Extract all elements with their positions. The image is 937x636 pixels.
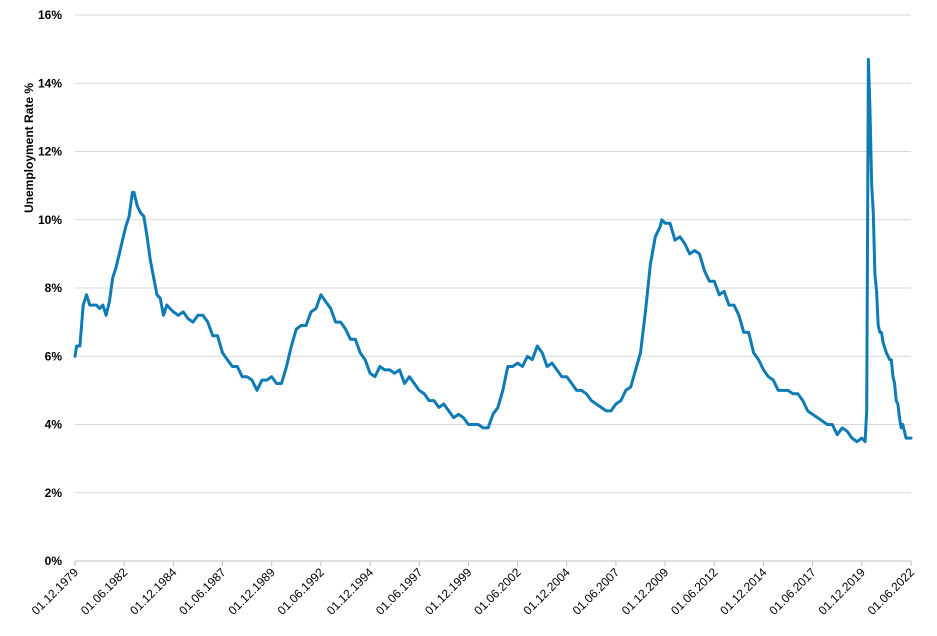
x-tick-label: 01.06.1997 bbox=[373, 565, 426, 618]
x-tick-label: 01.12.1999 bbox=[422, 565, 475, 618]
x-tick-label: 01.06.1987 bbox=[176, 565, 229, 618]
x-tick-label: 01.06.2022 bbox=[865, 565, 918, 618]
y-tick-label: 16% bbox=[38, 8, 62, 22]
y-tick-label: 14% bbox=[38, 76, 62, 90]
x-tick-label: 01.12.1979 bbox=[29, 565, 82, 618]
x-tick-label: 01.06.1982 bbox=[78, 565, 131, 618]
y-tick-label: 4% bbox=[45, 418, 63, 432]
y-tick-label: 12% bbox=[38, 145, 62, 159]
gridlines bbox=[75, 14, 911, 494]
y-tick-label: 10% bbox=[38, 213, 62, 227]
x-tick-label: 01.12.1984 bbox=[127, 565, 180, 618]
unemployment-rate-line bbox=[73, 57, 913, 444]
x-tick-label: 01.06.2017 bbox=[766, 565, 819, 618]
y-tick-label: 8% bbox=[45, 281, 63, 295]
y-tick-label: 0% bbox=[45, 554, 63, 568]
x-tick-label: 01.12.2004 bbox=[521, 565, 574, 618]
x-tick-label: 01.12.1989 bbox=[225, 565, 278, 618]
x-tick-label: 01.06.1992 bbox=[275, 565, 328, 618]
x-tick-label: 01.12.1994 bbox=[324, 565, 377, 618]
x-tick-label: 01.12.2014 bbox=[717, 565, 770, 618]
x-tick-label: 01.06.2002 bbox=[471, 565, 524, 618]
y-axis-label: Unemployment Rate % bbox=[22, 83, 36, 213]
x-tick-label: 01.12.2009 bbox=[619, 565, 672, 618]
y-axis-ticks: 0% 2% 4% 6% 8% 10% 12% 14% 16% bbox=[38, 8, 62, 568]
y-tick-label: 2% bbox=[45, 486, 63, 500]
x-tick-label: 01.06.2007 bbox=[570, 565, 623, 618]
x-tick-label: 01.12.2019 bbox=[816, 565, 869, 618]
x-axis-ticks: 01.12.197901.06.198201.12.198401.06.1987… bbox=[29, 561, 918, 618]
x-tick-label: 01.06.2012 bbox=[668, 565, 721, 618]
y-tick-label: 6% bbox=[45, 349, 63, 363]
